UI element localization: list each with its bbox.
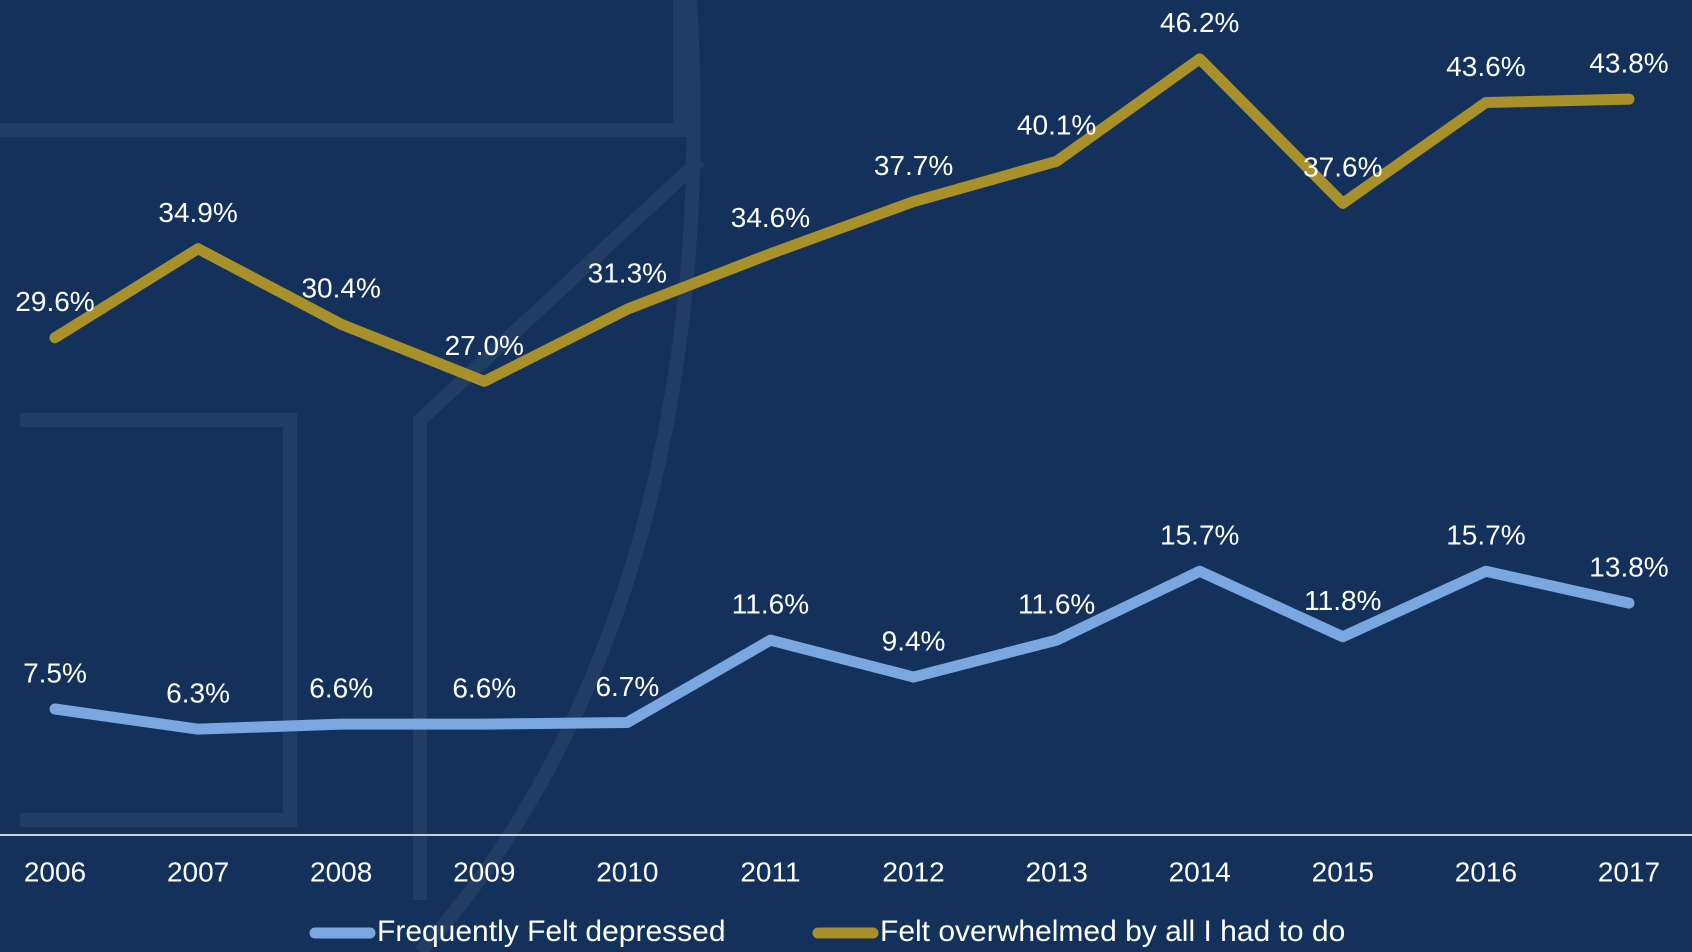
data-label: 43.8% (1589, 48, 1668, 79)
data-label: 6.6% (309, 673, 373, 704)
x-tick-label: 2010 (596, 856, 658, 887)
series-line (49, 565, 1635, 735)
x-tick-label: 2015 (1312, 856, 1374, 887)
x-tick-label: 2008 (310, 856, 372, 887)
x-tick-label: 2013 (1025, 856, 1087, 887)
data-label: 40.1% (1017, 110, 1096, 141)
data-label: 37.6% (1303, 152, 1382, 183)
data-label: 11.6% (1018, 589, 1095, 620)
data-label: 6.7% (595, 671, 659, 702)
data-label: 9.4% (882, 625, 946, 656)
legend-label: Felt overwhelmed by all I had to do (880, 915, 1345, 948)
data-label: 15.7% (1160, 520, 1239, 551)
x-tick-label: 2016 (1455, 856, 1517, 887)
x-tick-label: 2017 (1598, 856, 1660, 887)
data-label: 6.3% (166, 678, 230, 709)
legend-label: Frequently Felt depressed (377, 915, 726, 948)
x-tick-label: 2014 (1169, 856, 1231, 887)
data-label: 11.6% (732, 589, 809, 620)
data-label: 15.7% (1446, 520, 1525, 551)
series-line (49, 53, 1635, 387)
data-label: 29.6% (15, 286, 94, 317)
data-label: 34.9% (158, 197, 237, 228)
data-label: 13.8% (1589, 552, 1668, 583)
data-label: 11.8% (1304, 585, 1381, 616)
data-label: 43.6% (1446, 51, 1525, 82)
x-tick-label: 2011 (740, 856, 800, 887)
data-label: 37.7% (874, 150, 953, 181)
data-label: 46.2% (1160, 7, 1239, 38)
watermark (0, 0, 705, 952)
data-label: 6.6% (452, 673, 516, 704)
x-tick-label: 2012 (882, 856, 944, 887)
data-label: 30.4% (301, 273, 380, 304)
x-tick-label: 2009 (453, 856, 515, 887)
x-tick-label: 2007 (167, 856, 229, 887)
data-label: 31.3% (588, 258, 667, 289)
data-label: 7.5% (23, 657, 87, 688)
x-tick-label: 2006 (24, 856, 86, 887)
data-label: 27.0% (445, 330, 524, 361)
data-label: 34.6% (731, 202, 810, 233)
